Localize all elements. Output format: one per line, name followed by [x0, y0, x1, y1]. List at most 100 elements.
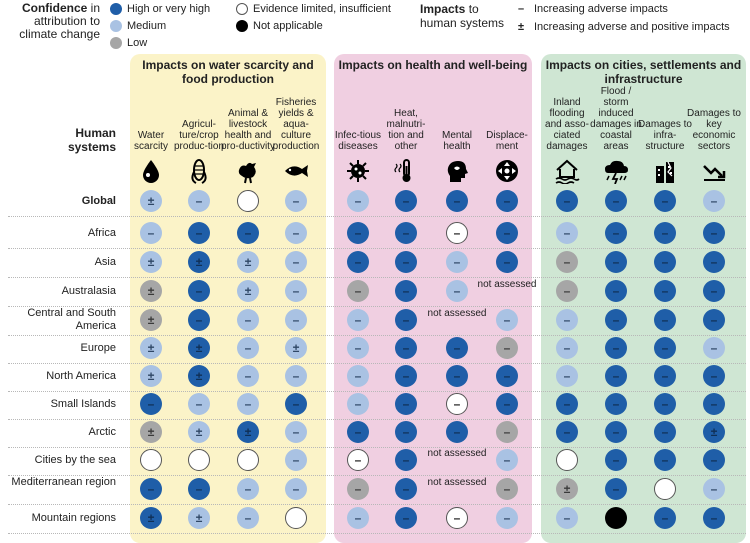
impact-cell: – — [395, 365, 417, 387]
head-icon — [447, 161, 468, 182]
row-label-11: Mountain regions — [31, 512, 116, 524]
impact-cell: – — [347, 365, 369, 387]
impact-cell: – — [556, 393, 578, 415]
impact-cell: – — [703, 280, 725, 302]
confidence-legend-title: Confidence in attribution to climate cha… — [4, 2, 100, 41]
impact-cell: – — [347, 280, 369, 302]
impact-cell: – — [347, 507, 369, 529]
legend-low: Low — [110, 37, 147, 49]
impact-cell: – — [285, 251, 307, 273]
row-label-7: Small Islands — [50, 398, 116, 410]
impact-cell: – — [703, 478, 725, 500]
impact-cell: – — [496, 365, 518, 387]
impact-cell: – — [347, 309, 369, 331]
flooded-house-icon — [555, 159, 580, 184]
impact-cell: – — [703, 337, 725, 359]
impact-cell: – — [496, 190, 518, 212]
legend-evidence: Evidence limited, insufficient — [236, 3, 391, 15]
impact-cell: – — [605, 365, 627, 387]
row-divider — [8, 533, 746, 534]
row-divider — [8, 277, 746, 278]
confidence-title-rest: in attribution to climate change — [19, 1, 100, 41]
impact-cell: – — [654, 222, 676, 244]
impact-cell: ± — [140, 337, 162, 359]
group-title-health: Impacts on health and well-being — [338, 58, 528, 72]
column-header-9: Flood / storm induced damages in coastal… — [590, 86, 642, 152]
impact-cell: – — [496, 251, 518, 273]
human-systems-label: Human systems — [67, 126, 116, 154]
impact-cell — [654, 478, 676, 500]
impact-cell: – — [188, 393, 210, 415]
impact-cell: – — [654, 449, 676, 471]
chicken-icon — [238, 162, 256, 184]
corn-icon — [191, 159, 207, 184]
impact-cell: – — [237, 337, 259, 359]
row-label-9: Cities by the sea — [34, 454, 116, 466]
row-divider — [8, 447, 746, 448]
row-divider — [8, 391, 746, 392]
impact-cell: ± — [140, 507, 162, 529]
row-label-10: Mediterranean region — [11, 476, 116, 488]
impact-cell: ± — [237, 251, 259, 273]
impact-cell: – — [654, 190, 676, 212]
impact-cell: – — [605, 251, 627, 273]
group-title-cities: Impacts on cities, settlements and infra… — [545, 58, 742, 86]
impact-cell: – — [703, 449, 725, 471]
impact-cell: – — [654, 365, 676, 387]
impact-cell: – — [556, 507, 578, 529]
legend-evidence-label: Evidence limited, insufficient — [253, 3, 391, 15]
impact-cell: – — [496, 393, 518, 415]
impact-cell: ± — [237, 421, 259, 443]
impact-cell: – — [703, 309, 725, 331]
row-label-4: Central and South America — [27, 307, 116, 332]
legend-na-label: Not applicable — [253, 20, 323, 32]
impact-cell: – — [285, 309, 307, 331]
impact-cell: – — [605, 478, 627, 500]
legend-na: Not applicable — [236, 20, 323, 32]
row-divider — [8, 335, 746, 336]
impact-cell: – — [285, 222, 307, 244]
impact-cell: – — [496, 507, 518, 529]
thermometer-icon — [394, 159, 411, 182]
impact-cell: – — [347, 421, 369, 443]
fish-icon — [285, 165, 308, 177]
impact-cell: – — [188, 222, 210, 244]
impact-cell: ± — [703, 421, 725, 443]
impact-cell: – — [605, 337, 627, 359]
impact-cell: – — [395, 190, 417, 212]
legend-na-dot — [236, 20, 248, 32]
impact-cell: – — [446, 393, 468, 415]
impact-cell: – — [654, 251, 676, 273]
row-label-3: Australasia — [61, 285, 116, 297]
impact-cell: ± — [188, 251, 210, 273]
impact-cell: – — [605, 280, 627, 302]
group-title-water: Impacts on water scarcity and food produ… — [142, 58, 314, 86]
impact-cell: – — [395, 251, 417, 273]
impact-cell: ± — [188, 365, 210, 387]
impact-cell: – — [496, 337, 518, 359]
row-divider — [8, 504, 746, 505]
impacts-title-bold: Impacts — [420, 2, 466, 16]
declining-trend-icon — [703, 165, 726, 181]
impact-cell: – — [703, 251, 725, 273]
impact-cell: – — [188, 280, 210, 302]
impact-cell: – — [605, 222, 627, 244]
legend-medium: Medium — [110, 20, 166, 32]
row-divider — [8, 363, 746, 364]
impact-cell: – — [654, 421, 676, 443]
impact-cell: ± — [556, 478, 578, 500]
legend-low-dot — [110, 37, 122, 49]
impact-cell: – — [140, 478, 162, 500]
impact-cell: – — [188, 309, 210, 331]
impact-cell: – — [703, 507, 725, 529]
impact-cell: – — [556, 337, 578, 359]
impact-cell: – — [395, 337, 417, 359]
impact-cell: – — [395, 280, 417, 302]
impact-cell: – — [446, 280, 468, 302]
impact-cell — [556, 449, 578, 471]
column-header-3: Fisheries yields & aqua-culture producti… — [272, 97, 320, 152]
displacement-icon — [496, 160, 518, 182]
impact-cell: – — [446, 421, 468, 443]
impact-cell: – — [237, 365, 259, 387]
impact-cell: ± — [140, 251, 162, 273]
